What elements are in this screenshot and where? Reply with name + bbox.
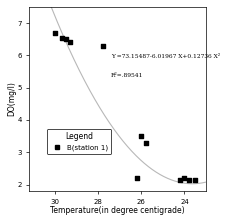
Point (183, 176, 186, 180)
Text: Y =73.15487-6.01967 X+0.12736 X²: Y =73.15487-6.01967 X+0.12736 X² (111, 54, 220, 59)
Point (140, 134, 143, 138)
Point (144, 141, 148, 144)
Point (60, 36, 64, 39)
Point (135, 176, 139, 180)
Point (101, 44, 104, 48)
Point (187, 178, 190, 182)
Text: R²=.89541: R²=.89541 (111, 73, 143, 78)
Point (193, 178, 197, 182)
Point (64, 38, 68, 41)
Y-axis label: DO(mg/l): DO(mg/l) (7, 81, 16, 116)
X-axis label: Temperature(in degree centigrade): Temperature(in degree centigrade) (50, 206, 185, 215)
Point (178, 178, 182, 182)
Point (69, 41, 72, 44)
Point (54, 31, 57, 35)
Legend: B(station 1): B(station 1) (47, 129, 111, 155)
